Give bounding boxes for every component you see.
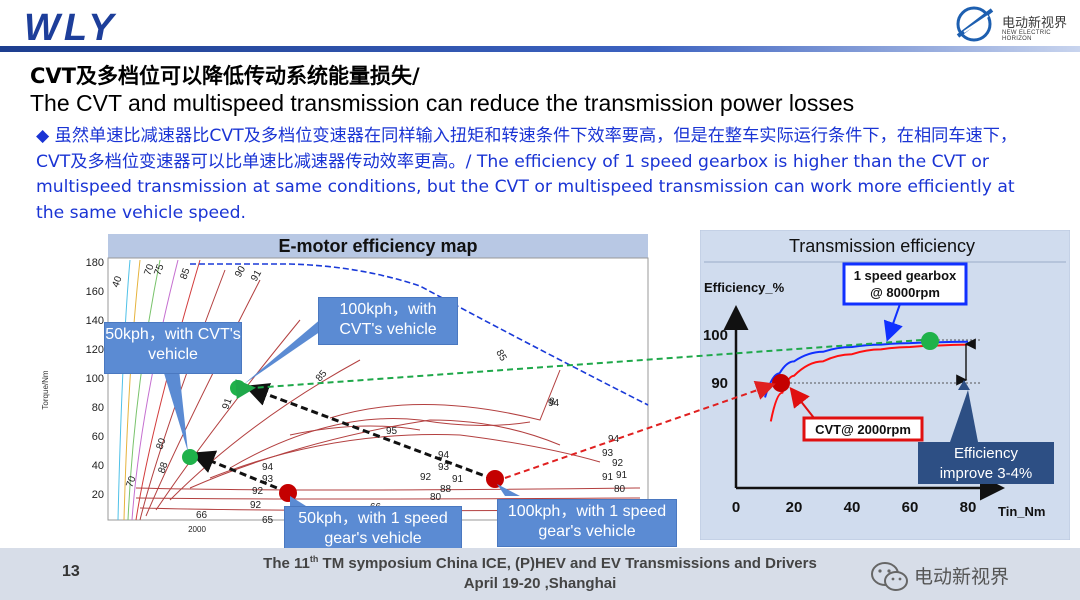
point-100kph-cvt — [230, 380, 246, 396]
x-tick: 20 — [786, 499, 803, 516]
y-tick: 160 — [86, 286, 104, 298]
brand-emblem-icon — [956, 6, 994, 42]
logo-text: WLY — [24, 8, 118, 46]
svg-text:93: 93 — [438, 462, 450, 473]
y-tick: 120 — [86, 344, 104, 356]
brand-logo: 电动新视界 NEW ELECTRIC HORIZON — [950, 2, 1078, 46]
point-cvt-2000rpm — [772, 374, 790, 392]
callout-100kph-cvt: 100kph，with CVT's vehicle — [318, 297, 458, 345]
y-tick: 20 — [92, 489, 104, 501]
brand-name-en: NEW ELECTRIC HORIZON — [1002, 30, 1051, 42]
svg-text:91: 91 — [602, 472, 614, 483]
x-tick: 0 — [732, 499, 740, 516]
label-box-improve — [918, 442, 1054, 484]
svg-text:92: 92 — [252, 486, 264, 497]
watermark: 电动新视界 — [870, 560, 1070, 596]
label-box-cvt — [802, 416, 924, 442]
arrow-50kph — [190, 450, 288, 494]
footer-conference: The 11th TM symposium China ICE, (P)HEV … — [263, 554, 817, 572]
y-tick: 60 — [92, 431, 104, 443]
right-y-label: Efficiency_% — [704, 280, 785, 295]
x-tick: 40 — [844, 499, 861, 516]
point-50kph-cvt — [182, 449, 198, 465]
x-tick: 60 — [902, 499, 919, 516]
x-tick: 80 — [960, 499, 977, 516]
svg-text:94: 94 — [438, 450, 450, 461]
svg-text:88: 88 — [440, 484, 452, 495]
svg-text:93: 93 — [262, 474, 274, 485]
label-improve-line1: Efficiency — [954, 445, 1018, 462]
svg-text:80: 80 — [154, 436, 168, 451]
svg-text:70: 70 — [124, 474, 138, 489]
point-50kph-1speed — [279, 484, 297, 502]
y-tick: 100 — [703, 327, 728, 344]
slide-title-cn: CVT及多档位可以降低传动系统能量损失/ — [30, 64, 420, 88]
slide-title-en: The CVT and multispeed transmission can … — [30, 90, 855, 116]
callout-100kph-1speed: 100kph，with 1 speed gear's vehicle — [497, 499, 677, 547]
max-torque-curve — [190, 263, 649, 406]
svg-text:66: 66 — [196, 510, 208, 521]
left-chart-title: E-motor efficiency map — [278, 236, 477, 256]
svg-text:91: 91 — [452, 474, 464, 485]
svg-text:94: 94 — [262, 462, 274, 473]
y-tick: 180 — [86, 257, 104, 269]
svg-text:92: 92 — [612, 458, 624, 469]
svg-text:92: 92 — [250, 500, 262, 511]
wechat-icon — [871, 562, 908, 591]
callout-pointer — [497, 484, 520, 496]
label-cvt: CVT@ 2000rpm — [815, 422, 911, 437]
brand-name-cn: 电动新视界 — [1002, 16, 1068, 31]
left-y-label: Torque/Nm — [41, 370, 50, 409]
page-number: 13 — [62, 563, 80, 580]
svg-text:80: 80 — [614, 484, 626, 495]
svg-text:91: 91 — [616, 470, 628, 481]
svg-text:85: 85 — [178, 266, 192, 281]
svg-text:93: 93 — [602, 448, 614, 459]
svg-text:70: 70 — [142, 262, 156, 277]
left-y-ticks: 180 160 140 120 100 80 60 40 20 — [86, 257, 104, 501]
svg-text:40: 40 — [110, 274, 124, 289]
x-tick: 2000 — [188, 525, 206, 534]
right-x-label: Tin_Nm — [998, 504, 1045, 519]
y-tick: 40 — [92, 460, 104, 472]
header-divider — [0, 46, 1080, 52]
y-tick: 80 — [92, 402, 104, 414]
svg-text:91: 91 — [249, 268, 264, 284]
y-tick: 140 — [86, 315, 104, 327]
label-1speed-line2: @ 8000rpm — [870, 285, 940, 300]
svg-text:80: 80 — [430, 492, 442, 503]
svg-text:65: 65 — [262, 515, 274, 526]
footer-date: April 19-20 ,Shanghai — [463, 575, 617, 592]
y-tick: 100 — [86, 373, 104, 385]
slide-header — [0, 0, 1080, 55]
callout-pointer — [290, 496, 306, 506]
label-box-1speed — [842, 262, 968, 306]
y-tick: 90 — [711, 375, 728, 392]
right-chart-title: Transmission efficiency — [789, 236, 975, 256]
bullet-paragraph: ◆ 虽然单速比减速器比CVT及多档位变速器在同样输入扭矩和转速条件下效率要高，但… — [36, 126, 1018, 223]
callout-50kph-cvt: 50kph，with CVT's vehicle — [104, 322, 242, 374]
callout-pointer — [160, 360, 188, 452]
wly-logo: WLY — [24, 8, 118, 46]
svg-text:75: 75 — [152, 262, 166, 277]
svg-text:90: 90 — [233, 264, 248, 280]
svg-text:94: 94 — [608, 434, 620, 445]
transmission-efficiency-chart: Transmission efficiency Efficiency_% Tin… — [700, 230, 1070, 540]
label-improve-line2: improve 3-4% — [940, 465, 1033, 482]
point-1speed-8000rpm — [921, 332, 939, 350]
svg-text:95: 95 — [386, 426, 398, 437]
left-chart-title-bar — [108, 234, 648, 258]
svg-text:92: 92 — [420, 472, 432, 483]
svg-text:91: 91 — [220, 396, 234, 411]
svg-text:88: 88 — [156, 460, 170, 475]
callout-50kph-1speed: 50kph，with 1 speed gear's vehicle — [284, 506, 462, 552]
point-100kph-1speed — [486, 470, 504, 488]
label-1speed-line1: 1 speed gearbox — [854, 268, 957, 283]
